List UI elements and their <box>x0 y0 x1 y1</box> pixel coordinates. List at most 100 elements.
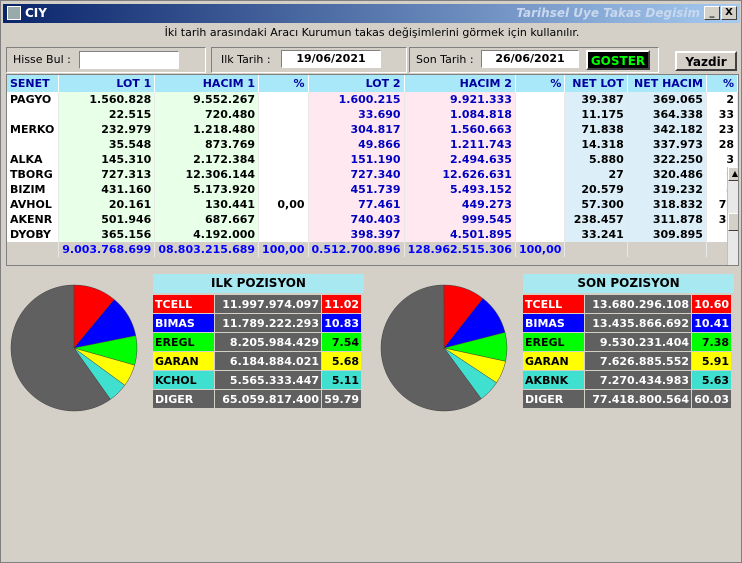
table-cell[interactable]: BIZIM <box>7 182 60 197</box>
table-cell[interactable]: 727.313 <box>58 167 156 182</box>
column-header-0[interactable]: SENET <box>7 75 60 92</box>
table-cell[interactable]: MERKO <box>7 122 60 137</box>
table-cell[interactable] <box>515 107 566 122</box>
ilk-tarih-field[interactable]: 19/06/2021 <box>281 50 381 68</box>
table-cell[interactable]: 33.690 <box>308 107 405 122</box>
table-cell[interactable] <box>515 167 566 182</box>
table-cell[interactable]: 304.817 <box>308 122 405 137</box>
table-cell[interactable]: 35.548 <box>58 137 156 152</box>
table-cell[interactable] <box>7 137 60 152</box>
table-cell[interactable] <box>258 152 309 167</box>
table-row[interactable]: MERKO 232.979 1.218.480 304.817 1.560.663 71.… <box>7 122 738 137</box>
table-cell[interactable] <box>515 182 566 197</box>
table-cell[interactable]: 20.161 <box>58 197 156 212</box>
column-header-1[interactable]: LOT 1 <box>58 75 156 92</box>
table-cell[interactable]: 1.084.818 <box>404 107 516 122</box>
vertical-scrollbar[interactable]: ▲ ▼ <box>727 167 738 265</box>
column-header-9[interactable]: % <box>706 75 738 92</box>
table-cell[interactable]: 1.560.663 <box>404 122 516 137</box>
table-cell[interactable]: 33.241 <box>564 227 628 242</box>
goster-button[interactable]: GOSTER <box>586 50 650 70</box>
table-cell[interactable] <box>515 137 566 152</box>
table-cell[interactable]: 687.667 <box>154 212 260 227</box>
close-button[interactable]: X <box>721 6 737 20</box>
table-cell[interactable]: TBORG <box>7 167 60 182</box>
table-cell[interactable]: 145.310 <box>58 152 156 167</box>
table-cell[interactable] <box>515 197 566 212</box>
table-cell[interactable]: 873.769 <box>154 137 260 152</box>
data-grid[interactable]: SENET LOT 1 HACIM 1% LOT 2 HACIM 2% NET LOT NE… <box>6 74 739 266</box>
table-row[interactable]: TBORG 727.313 12.306.144 727.340 12.626.631 2… <box>7 167 738 182</box>
table-cell[interactable]: 27 <box>564 167 628 182</box>
table-cell[interactable]: 20.579 <box>564 182 628 197</box>
app-icon[interactable] <box>7 6 21 20</box>
table-row[interactable]: 22.515 720.480 33.690 1.084.818 11.175 364.33… <box>7 107 738 122</box>
table-row[interactable]: BIZIM 431.160 5.173.920 451.739 5.493.152 20.… <box>7 182 738 197</box>
table-cell[interactable]: 130.441 <box>154 197 260 212</box>
table-cell[interactable]: 5.880 <box>564 152 628 167</box>
table-cell[interactable]: 309.895 <box>627 227 707 242</box>
table-cell[interactable]: ALKA <box>7 152 60 167</box>
table-cell[interactable]: 342.182 <box>627 122 707 137</box>
table-cell[interactable] <box>258 107 309 122</box>
table-cell[interactable]: 398.397 <box>308 227 405 242</box>
table-cell[interactable] <box>515 152 566 167</box>
table-cell[interactable]: 0,00 <box>258 197 309 212</box>
table-row[interactable]: AVHOL 20.161 130.441 0,00 77.461 449.273 57.30… <box>7 197 738 212</box>
table-cell[interactable]: 151.190 <box>308 152 405 167</box>
table-cell[interactable]: 71.838 <box>564 122 628 137</box>
column-header-5[interactable]: HACIM 2 <box>404 75 516 92</box>
table-cell[interactable]: 322.250 <box>627 152 707 167</box>
table-cell[interactable]: 11.175 <box>564 107 628 122</box>
table-cell[interactable]: PAGYO <box>7 92 60 107</box>
table-cell[interactable]: 22.515 <box>58 107 156 122</box>
table-row[interactable]: 35.548 873.769 49.866 1.211.743 14.318 337.97… <box>7 137 738 152</box>
table-cell[interactable]: 23 <box>706 122 738 137</box>
minimize-button[interactable]: _ <box>704 6 720 20</box>
table-cell[interactable]: 39.387 <box>564 92 628 107</box>
title-bar[interactable]: CIY Tarihsel Uye Takas Degisim _ X <box>3 4 740 23</box>
table-cell[interactable]: 449.273 <box>404 197 516 212</box>
table-cell[interactable]: 2.172.384 <box>154 152 260 167</box>
table-cell[interactable]: 318.832 <box>627 197 707 212</box>
table-cell[interactable]: 1.560.828 <box>58 92 156 107</box>
table-cell[interactable]: DYOBY <box>7 227 60 242</box>
table-cell[interactable]: 1.600.215 <box>308 92 405 107</box>
table-cell[interactable]: 14.318 <box>564 137 628 152</box>
table-cell[interactable]: 238.457 <box>564 212 628 227</box>
table-cell[interactable]: 4.501.895 <box>404 227 516 242</box>
table-cell[interactable]: 1.211.743 <box>404 137 516 152</box>
table-cell[interactable]: 311.878 <box>627 212 707 227</box>
table-row[interactable]: PAGYO 1.560.828 9.552.267 1.600.215 9.921.33… <box>7 92 738 107</box>
table-cell[interactable]: 57.300 <box>564 197 628 212</box>
table-cell[interactable] <box>258 182 309 197</box>
table-cell[interactable]: 12.306.144 <box>154 167 260 182</box>
scroll-thumb[interactable] <box>728 213 738 231</box>
scroll-up-arrow-icon[interactable]: ▲ <box>728 167 738 181</box>
column-header-8[interactable]: NET HACIM <box>627 75 707 92</box>
table-cell[interactable]: 5.173.920 <box>154 182 260 197</box>
column-header-2[interactable]: HACIM 1 <box>154 75 260 92</box>
column-header-3[interactable]: % <box>258 75 309 92</box>
table-cell[interactable]: 999.545 <box>404 212 516 227</box>
table-cell[interactable] <box>7 107 60 122</box>
table-cell[interactable]: 740.403 <box>308 212 405 227</box>
table-cell[interactable] <box>258 137 309 152</box>
table-cell[interactable] <box>258 212 309 227</box>
table-cell[interactable]: 431.160 <box>58 182 156 197</box>
table-cell[interactable]: 4.192.000 <box>154 227 260 242</box>
table-cell[interactable]: 2 <box>706 92 738 107</box>
table-cell[interactable]: 9.552.267 <box>154 92 260 107</box>
table-cell[interactable] <box>258 122 309 137</box>
table-cell[interactable]: AVHOL <box>7 197 60 212</box>
table-row[interactable]: DYOBY 365.156 4.192.000 398.397 4.501.895 33.… <box>7 227 738 242</box>
table-row[interactable]: ALKA 145.310 2.172.384 151.190 2.494.635 5.88… <box>7 152 738 167</box>
table-cell[interactable]: 28 <box>706 137 738 152</box>
table-cell[interactable]: 3 <box>706 152 738 167</box>
table-cell[interactable]: 451.739 <box>308 182 405 197</box>
table-cell[interactable] <box>515 227 566 242</box>
table-cell[interactable] <box>258 92 309 107</box>
table-cell[interactable]: 364.338 <box>627 107 707 122</box>
column-header-4[interactable]: LOT 2 <box>308 75 405 92</box>
table-cell[interactable]: 9.921.333 <box>404 92 516 107</box>
